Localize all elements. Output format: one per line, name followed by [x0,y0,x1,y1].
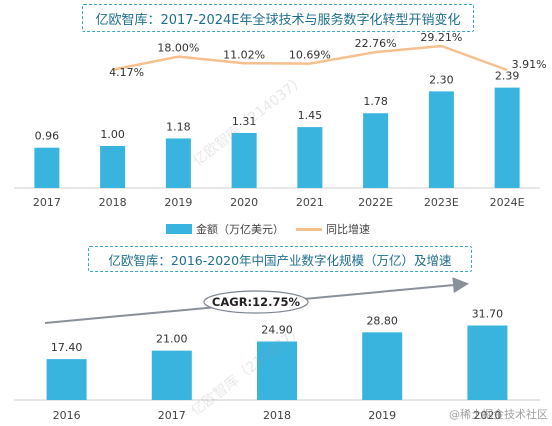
chart1-tick-label: 2019 [164,196,192,209]
chart1-line-label: 10.69% [289,49,331,62]
legend-line-item: 同比增速 [296,221,370,237]
chart1-tick-label: 2020 [230,196,258,209]
chart1-bar-label: 2.30 [429,73,454,86]
chart2-bar-label: 17.40 [51,341,83,354]
chart1-tick-label: 2018 [99,196,127,209]
chart1-legend: 金额（万亿美元） 同比增速 [0,221,552,237]
chart1-tick-label: 2022E [358,196,393,209]
chart2-bar [151,350,192,400]
chart1-bar [297,127,323,188]
chart1-bar [231,132,257,188]
chart1-bar-label: 2.39 [495,70,520,83]
chart1-line-label: 4.17% [109,66,144,79]
legend-bar-swatch [166,224,192,234]
chart1-bar [34,147,60,188]
chart1-line-label: 18.00% [157,42,199,55]
chart2-tick-label: 2017 [158,409,186,422]
chart1-bar-label: 1.18 [166,120,191,133]
chart1-bar-label: 1.45 [298,109,323,122]
chart2-tick-label: 2018 [263,409,291,422]
chart2-bar [257,341,297,400]
chart1-tick-label: 2023E [424,196,459,209]
chart2-cagr-label: CAGR:12.75% [212,295,301,309]
chart1-bar [165,138,191,188]
chart2-title: 亿欧智库：2016-2020年中国产业数字化规模（万亿）及增速 [88,246,472,272]
chart2-tick-label: 2016 [53,409,81,422]
chart1-bar [100,146,126,188]
chart1-growth-line [112,44,508,72]
chart2-bar-label: 28.80 [366,314,398,327]
chart1-line-label: 22.76% [355,37,397,50]
chart2-bar-label: 21.00 [156,333,188,346]
chart2-tick-label: 2019 [368,409,396,422]
chart1-bar-label: 1.00 [100,128,125,141]
chart2-bar-label: 31.70 [472,308,504,321]
legend-line-label: 同比增速 [326,223,370,236]
chart1-tick-label: 2024E [490,196,525,209]
chart1-plot: 0.96 2017 1.00 2018 1.18 2019 1.31 2020 1.45 2021… [14,31,547,209]
chart2-bar-label: 24.90 [261,323,293,336]
chart2-bar [467,325,508,400]
chart1-bar-label: 1.78 [363,95,388,108]
corner-credit: @稀土掘金技术社区 [449,408,548,421]
chart1-tick-label: 2017 [33,196,61,209]
chart1-line-label: 11.02% [223,48,265,61]
chart1-bar-label: 1.31 [232,115,257,128]
legend-bar-label: 金额（万亿美元） [196,223,284,236]
chart2-tick-label: 2020 [473,409,501,422]
chart1-tick-label: 2021 [296,196,324,209]
legend-bar-item: 金额（万亿美元） [166,221,284,237]
chart1-bar [494,87,520,188]
chart1-line-label: 29.21% [420,31,462,44]
chart1-line-label: 3.91% [512,58,547,71]
chart1-bar [363,113,389,188]
chart1-bar [428,91,454,188]
legend-line-swatch [296,227,322,231]
chart2-bar [46,359,87,400]
chart1-bar-label: 0.96 [35,130,60,143]
chart1-title: 亿欧智库：2017-2024E年全球技术与服务数字化转型开销变化 [82,4,474,32]
chart2-cagr-badge [203,290,309,314]
chart2-bar [362,332,403,400]
